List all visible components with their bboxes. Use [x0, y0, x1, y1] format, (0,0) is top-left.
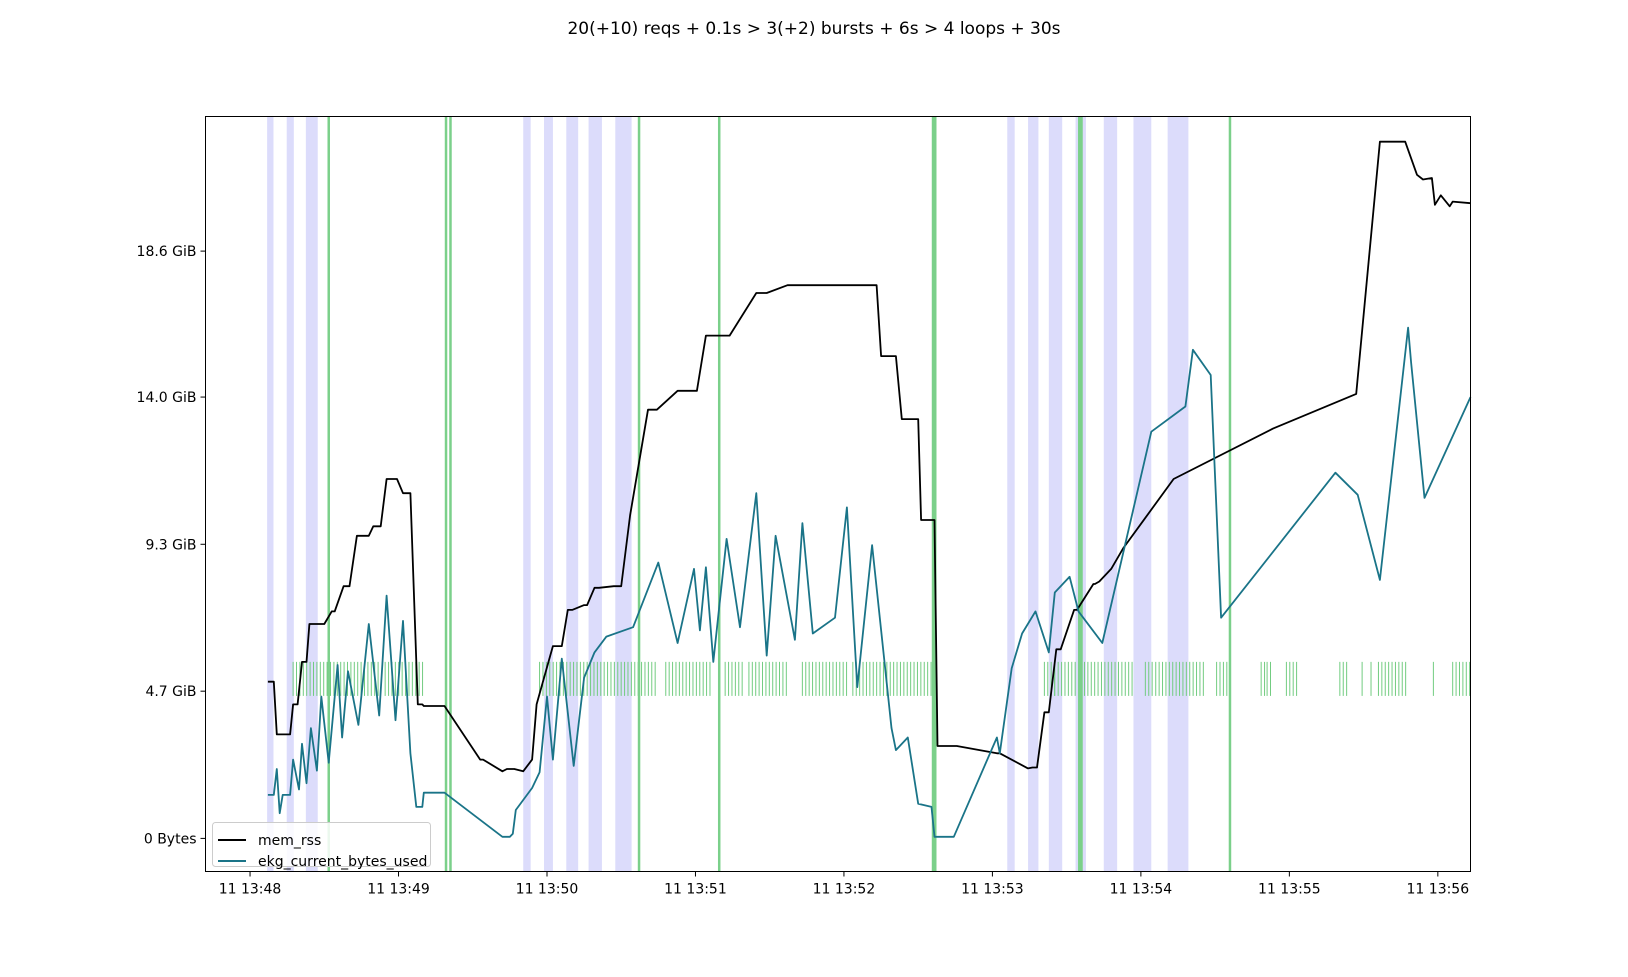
chart-title: 20(+10) reqs + 0.1s > 3(+2) bursts + 6s …: [567, 19, 1060, 39]
shaded-span-5: [566, 116, 579, 872]
y-tick-label: 9.3 GiB: [145, 537, 196, 553]
y-tick-label: 18.6 GiB: [137, 244, 197, 260]
y-tick-label: 4.7 GiB: [145, 684, 196, 700]
shaded-span-2: [305, 116, 318, 872]
shaded-span-14: [1167, 116, 1189, 872]
legend-label: ekg_current_bytes_used: [258, 854, 427, 870]
shaded-span-7: [615, 116, 632, 872]
series-layer: [267, 140, 1472, 838]
shaded-span-13: [1133, 116, 1152, 872]
series-line-mem-rss: [267, 140, 1471, 773]
y-axis: 0 Bytes 4.7 GiB 9.3 GiB 14.0 GiB 18.6 GiB: [137, 244, 206, 847]
x-tick-label: 11 13:52: [813, 882, 876, 898]
x-axis: 11 13:48 11 13:49 11 13:50 11 13:51 11 13:52…: [219, 871, 1470, 898]
legend-box: [212, 822, 431, 867]
legend-label: mem_rss: [258, 833, 321, 849]
x-tick-label: 11 13:55: [1258, 882, 1321, 898]
x-tick-label: 11 13:56: [1407, 882, 1470, 898]
series-line-ekg-current-bytes-used: [267, 326, 1472, 838]
plot-frame: [205, 116, 1471, 872]
shaded-span-0: [267, 116, 274, 872]
shaded-span-6: [588, 116, 602, 872]
plot-area: [205, 116, 1471, 872]
marker-lines-layer: [327, 116, 1232, 872]
x-tick-label: 11 13:48: [219, 882, 282, 898]
x-tick-label: 11 13:50: [516, 882, 579, 898]
legend: mem_rss ekg_current_bytes_used: [212, 822, 431, 870]
shaded-span-9: [1028, 116, 1039, 872]
shaded-span-1: [286, 116, 294, 872]
shaded-span-3: [523, 116, 531, 872]
shaded-span-8: [1007, 116, 1015, 872]
x-tick-label: 11 13:51: [664, 882, 727, 898]
y-tick-label: 0 Bytes: [144, 831, 197, 847]
event-ticks-layer: [292, 661, 1471, 696]
shaded-span-4: [544, 116, 553, 872]
x-tick-label: 11 13:54: [1110, 882, 1173, 898]
x-tick-label: 11 13:53: [961, 882, 1024, 898]
shaded-span-12: [1103, 116, 1118, 872]
y-tick-label: 14.0 GiB: [137, 390, 197, 406]
x-tick-label: 11 13:49: [367, 882, 430, 898]
shaded-span-10: [1048, 116, 1063, 872]
